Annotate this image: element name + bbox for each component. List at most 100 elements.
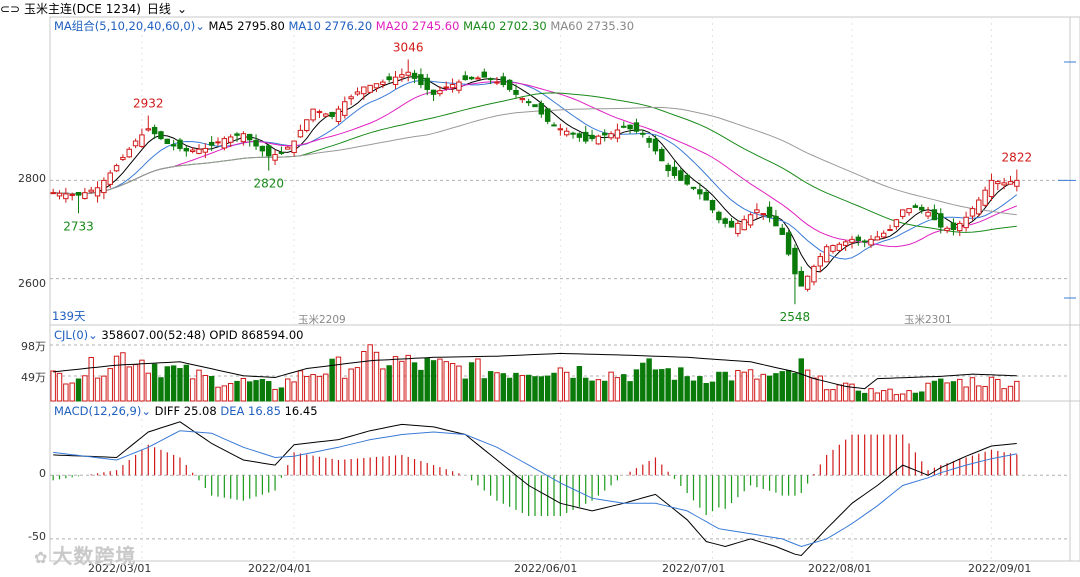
candle-body: [1001, 182, 1007, 186]
candle: [532, 104, 538, 108]
candle-body: [570, 132, 576, 135]
candle: [912, 203, 919, 208]
volume-legend: CJL(0)⌄ 358607.00(52:48) OPID 868594.00: [54, 328, 303, 342]
macd-value: 16.45: [284, 404, 318, 418]
volume-bar: [754, 378, 760, 402]
period-selector[interactable]: 日线: [146, 2, 171, 16]
volume-bar: [500, 373, 507, 402]
volume-bar: [982, 385, 988, 402]
candle: [56, 190, 63, 200]
symbol-title[interactable]: 玉米主连(DCE 1234): [24, 2, 141, 16]
volume-bar: [354, 367, 361, 402]
volume-legend-label[interactable]: CJL(0): [54, 328, 89, 342]
volume-bar: [75, 378, 82, 402]
candle: [310, 108, 316, 123]
candle: [272, 149, 278, 166]
link-icon[interactable]: ⊂⊃: [0, 2, 21, 16]
candle-body: [950, 222, 957, 231]
candle-body: [475, 77, 481, 80]
volume-bar: [177, 368, 183, 402]
candle: [741, 215, 747, 231]
volume-bar: [183, 364, 190, 402]
candle-body: [728, 220, 735, 228]
volume-value: 358607.00(52:48): [101, 328, 206, 342]
candle-body: [329, 111, 335, 117]
candle: [735, 220, 741, 237]
macd-legend-label[interactable]: MACD(12,26,9): [54, 404, 142, 418]
volume-bar: [240, 377, 247, 402]
volume-bar: [253, 380, 259, 402]
candle: [430, 89, 437, 102]
candle-body: [988, 179, 995, 198]
volume-bar: [842, 382, 849, 402]
candle-body: [760, 213, 766, 216]
volume-bar: [811, 377, 817, 402]
macd-bars: [52, 434, 1018, 516]
candle: [373, 83, 380, 92]
volume-bar: [874, 392, 881, 402]
price-tick-2600: 2600: [18, 277, 46, 290]
volume-bars: [50, 344, 1020, 402]
candle: [240, 131, 247, 146]
candle: [151, 124, 158, 139]
candle-body: [481, 71, 488, 78]
chevron-down-icon[interactable]: ⌄: [88, 328, 98, 342]
candle-body: [874, 236, 881, 241]
candle-body: [107, 172, 113, 185]
candle-body: [468, 76, 475, 80]
volume-bar: [221, 385, 228, 402]
volume-bar: [468, 362, 475, 402]
candle-body: [716, 211, 722, 221]
volume-bar: [246, 381, 253, 402]
ma-legend-label[interactable]: MA组合(5,10,20,40,60,0): [54, 19, 196, 33]
volume-bar: [170, 365, 177, 402]
candle-body: [627, 124, 633, 130]
chevron-down-icon[interactable]: ⌄: [141, 404, 151, 418]
candle: [304, 119, 310, 133]
candle: [557, 123, 564, 136]
candle: [126, 146, 132, 158]
candle-body: [246, 133, 253, 141]
volume-bar: [697, 376, 703, 402]
chevron-down-icon[interactable]: ⌄: [195, 19, 205, 33]
volume-bar: [595, 379, 602, 402]
candle-body: [266, 145, 272, 157]
dea-line: [53, 430, 1017, 548]
candle: [120, 154, 126, 162]
candle: [63, 187, 69, 203]
volume-bar: [208, 375, 215, 402]
volume-bar: [513, 372, 519, 402]
candle-body: [386, 76, 392, 81]
candle: [291, 140, 297, 157]
volume-bar: [792, 372, 798, 402]
macd-legend: MACD(12,26,9)⌄ DIFF 25.08 DEA 16.85 16.4…: [54, 404, 318, 418]
candle-body: [659, 148, 665, 162]
volume-bar: [202, 374, 209, 402]
volume-bar: [583, 377, 589, 402]
candle-body: [779, 227, 785, 235]
price-extreme-label: 2820: [253, 177, 284, 191]
candle: [259, 145, 266, 157]
volume-bar: [684, 376, 690, 402]
candle: [227, 134, 234, 147]
volume-bar: [532, 376, 538, 402]
volume-bar: [602, 380, 608, 402]
volume-bar: [621, 374, 627, 402]
candle-body: [158, 131, 164, 140]
candle-body: [462, 75, 468, 81]
volume-bar: [640, 362, 646, 402]
candle-body: [75, 191, 82, 196]
volume-bar: [107, 368, 113, 402]
volume-bar: [304, 375, 310, 402]
candle-body: [120, 156, 126, 160]
candle: [513, 84, 519, 99]
candle: [931, 204, 938, 221]
candle-body: [170, 144, 177, 147]
chevron-down-icon[interactable]: ⌄: [176, 2, 187, 16]
watermark-logo: ✿ 大数跨境: [34, 540, 136, 569]
volume-bar: [957, 378, 963, 402]
candle-body: [544, 108, 551, 122]
volume-bar: [462, 378, 468, 402]
